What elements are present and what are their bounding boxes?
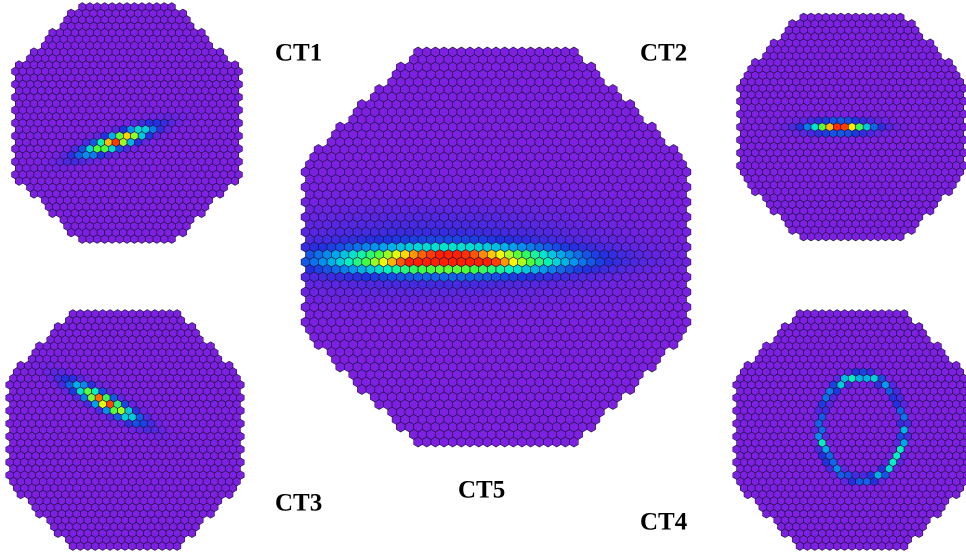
pixel [216, 190, 223, 199]
pixel [871, 542, 879, 551]
pixel [874, 232, 882, 241]
pixel [161, 235, 169, 244]
pixel [69, 542, 77, 551]
pixel [900, 542, 908, 551]
pixel [841, 542, 849, 551]
pixel [207, 510, 215, 518]
pixel [136, 542, 143, 551]
pixel [863, 542, 870, 551]
pixel [867, 232, 874, 241]
pixel [67, 228, 75, 237]
pixel [886, 542, 894, 551]
pixel [168, 235, 175, 244]
pixel [188, 529, 196, 538]
pixel [159, 542, 167, 551]
pixel [744, 490, 752, 499]
pixel [94, 235, 101, 244]
pixel [123, 235, 130, 244]
pixel [763, 510, 771, 518]
pixel [934, 510, 942, 518]
pixel [826, 542, 834, 551]
pixel [198, 209, 205, 218]
pixel [859, 232, 867, 241]
pixel [131, 235, 139, 244]
pixel [807, 232, 815, 241]
pixel [231, 177, 238, 186]
pixel [116, 235, 124, 244]
pixel [848, 542, 855, 551]
pixel [49, 209, 56, 218]
pixel [77, 542, 84, 551]
pixel [86, 235, 94, 244]
pixel [815, 232, 822, 241]
pixel [953, 490, 961, 499]
pixel [99, 542, 107, 551]
pixel [17, 490, 25, 499]
pixel [893, 542, 900, 551]
pixel [833, 542, 840, 551]
pixel [92, 542, 99, 551]
cameras [6, 3, 966, 551]
pixel [927, 207, 934, 216]
pixel [146, 235, 154, 244]
pixel [804, 542, 811, 551]
pixel [796, 542, 804, 551]
pixel [144, 542, 152, 551]
pixel [153, 235, 160, 244]
pixel [915, 529, 923, 538]
pixel [789, 226, 796, 235]
pixel [108, 235, 115, 244]
pixel [852, 232, 859, 241]
pixel [781, 529, 789, 538]
pixel [84, 542, 92, 551]
pixel [856, 542, 864, 551]
pixel [945, 187, 952, 196]
pixel [54, 529, 62, 538]
pixel [819, 542, 826, 551]
pixel [151, 542, 158, 551]
pixel [101, 235, 109, 244]
pixel [36, 510, 44, 518]
pixel [800, 232, 807, 241]
pixel [138, 235, 145, 244]
pixel [811, 542, 819, 551]
pixel [845, 232, 852, 241]
pixel [889, 232, 897, 241]
pixel [897, 232, 904, 241]
pixel [30, 190, 37, 199]
pixel [166, 542, 173, 551]
pixel [837, 232, 845, 241]
pixel [770, 207, 777, 216]
pixel [79, 235, 86, 244]
pixel [752, 187, 759, 196]
pixel [121, 542, 128, 551]
pixel [822, 232, 830, 241]
pixel [114, 542, 122, 551]
pixel [878, 542, 885, 551]
pixel [830, 232, 837, 241]
pixel [106, 542, 113, 551]
pixel [179, 228, 187, 237]
figure: CT1 CT2 CT3 CT5 CT4 [0, 0, 966, 559]
pixel [173, 542, 181, 551]
pixel [15, 177, 22, 186]
pixel [882, 232, 889, 241]
pixel [226, 490, 234, 499]
pixel [908, 226, 915, 235]
pixel [129, 542, 137, 551]
